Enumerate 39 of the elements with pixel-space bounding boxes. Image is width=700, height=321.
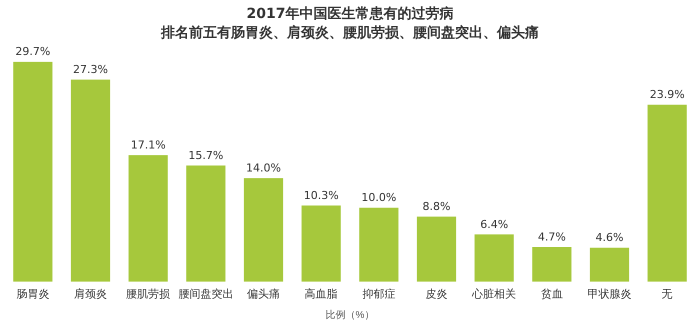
bar [532, 246, 572, 282]
data-label: 27.3% [73, 62, 108, 76]
chart-title: 2017年中国医生常患有的过劳病 [246, 5, 454, 22]
data-label: 8.8% [422, 200, 450, 213]
data-label: 23.9% [650, 88, 685, 102]
x-tick-label: 心脏相关 [471, 287, 516, 300]
bar [648, 104, 687, 282]
data-label: 10.3% [304, 188, 339, 202]
bar [359, 208, 398, 282]
data-label: 10.0% [361, 191, 396, 204]
data-label: 6.4% [480, 218, 508, 231]
data-label: 17.1% [130, 138, 166, 152]
x-tick-label: 腰间盘突出 [178, 287, 234, 300]
x-tick-label: 皮炎 [426, 287, 448, 300]
bar [590, 248, 630, 282]
x-tick-label: 肠胃炎 [16, 288, 50, 300]
chart-subtitle: 排名前五有肠胃炎、肩颈炎、腰肌劳损、腰间盘突出、偏头痛 [160, 24, 539, 41]
bar [128, 155, 168, 282]
data-label: 14.0% [246, 161, 281, 174]
data-label: 29.7% [15, 45, 50, 58]
x-tick-label: 高血脂 [304, 287, 338, 300]
x-tick-label: 贫血 [540, 287, 563, 300]
data-label: 4.6% [596, 231, 624, 244]
data-label: 4.7% [538, 230, 566, 244]
x-tick-label: 偏头痛 [247, 287, 280, 300]
bar [302, 206, 341, 282]
bar [474, 234, 514, 282]
x-tick-label: 甲状腺炎 [588, 288, 632, 300]
x-tick-label: 抑郁症 [362, 287, 396, 300]
bar [70, 80, 110, 282]
bar [186, 166, 226, 282]
bar [416, 216, 456, 282]
x-tick-label: 无 [662, 288, 673, 300]
x-axis-title: 比例（%） [326, 308, 374, 321]
bar [13, 62, 52, 282]
data-label: 15.7% [188, 148, 224, 162]
x-tick-label: 肩颈炎 [74, 287, 107, 300]
x-tick-label: 腰肌劳损 [126, 287, 170, 300]
bar [244, 178, 284, 282]
